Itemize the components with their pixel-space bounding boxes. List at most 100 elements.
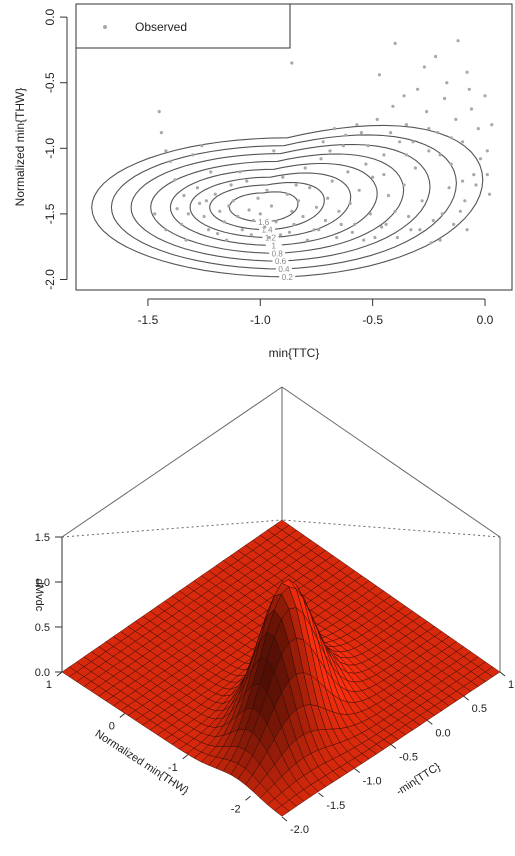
- observed-point: [436, 131, 440, 135]
- y3d-axis-label: -min{TTC}: [394, 761, 443, 799]
- observed-point: [355, 123, 359, 127]
- y-tick-label: -1.0: [43, 138, 57, 159]
- legend-label: Observed: [135, 20, 187, 34]
- observed-point: [431, 218, 435, 223]
- observed-point: [278, 233, 283, 237]
- observed-point: [377, 73, 381, 77]
- x3d-tick: [119, 713, 126, 718]
- contour-line: [169, 162, 378, 246]
- y3d-tick: [318, 792, 324, 798]
- observed-point: [456, 39, 460, 43]
- observed-point: [357, 188, 361, 192]
- observed-point: [353, 222, 357, 226]
- observed-point: [375, 117, 379, 121]
- observed-point: [359, 131, 363, 135]
- observed-point: [182, 193, 186, 198]
- x3d-tick-label: 0: [109, 720, 115, 732]
- observed-point: [467, 87, 471, 91]
- surface-3d-panel: 0.0 0.5 1.0 1.5 1 0 -1 -2 1.0 0.5 0.0 -0.5 -1.0 -1.5 -…: [33, 386, 515, 836]
- observed-point: [202, 214, 206, 219]
- surface-facet: [274, 805, 290, 817]
- observed-point: [463, 199, 467, 203]
- observed-point: [420, 199, 424, 203]
- contour-label: 1.6: [258, 218, 270, 227]
- y3d-tick-label: 1.0: [508, 679, 515, 691]
- contour-label: 0.8: [272, 249, 284, 258]
- z-tick-label: 1.0: [35, 577, 50, 589]
- y3d-tick: [390, 744, 397, 749]
- observed-point: [425, 110, 429, 114]
- observed-point: [382, 153, 386, 157]
- observed-point: [157, 110, 161, 114]
- plot-frame: [75, 3, 513, 291]
- observed-point: [380, 225, 384, 229]
- legend-marker: [103, 25, 107, 29]
- observed-point: [314, 205, 319, 209]
- observed-point: [393, 209, 397, 213]
- observed-point: [465, 228, 469, 232]
- density-contours: [91, 124, 484, 278]
- observed-point: [449, 136, 453, 140]
- observed-point: [301, 214, 305, 219]
- observed-point: [346, 170, 350, 174]
- x3d-tick-label: -1: [168, 762, 178, 774]
- observed-point: [328, 149, 332, 153]
- observed-point: [249, 233, 253, 237]
- observed-points: [153, 39, 494, 245]
- observed-point: [461, 140, 465, 144]
- contour-line: [209, 181, 325, 231]
- axes-3d: 0.0 0.5 1.0 1.5 1 0 -1 -2 1.0 0.5 0.0 -0.5 -1.0 -1.5 -…: [35, 532, 515, 836]
- observed-point: [443, 96, 447, 101]
- observed-point: [180, 222, 184, 226]
- observed-point: [209, 170, 213, 174]
- observed-point: [213, 192, 217, 196]
- observed-point: [458, 209, 462, 213]
- x-tick-label: -0.5: [362, 313, 383, 327]
- contour-label: 0.4: [278, 265, 290, 274]
- y-tick-label: 0.0: [43, 8, 57, 25]
- observed-point: [382, 173, 386, 177]
- observed-point: [438, 238, 442, 242]
- observed-point: [487, 192, 492, 196]
- observed-point: [231, 199, 235, 203]
- observed-point: [319, 157, 323, 161]
- observed-point: [173, 178, 177, 182]
- observed-point: [373, 235, 377, 240]
- observed-point: [326, 196, 330, 200]
- observed-point: [337, 209, 341, 213]
- observed-point: [427, 149, 431, 153]
- observed-point: [204, 199, 208, 203]
- contour-line: [130, 143, 431, 262]
- observed-point: [418, 228, 422, 232]
- observed-point: [434, 54, 438, 59]
- x3d-tick-label: -2: [231, 803, 241, 815]
- x3d-tick: [182, 754, 189, 760]
- observed-point: [391, 104, 395, 108]
- x-tick-label: -1.5: [138, 313, 159, 327]
- legend: Observed: [75, 3, 291, 49]
- legend-box: [75, 3, 291, 49]
- observed-point: [398, 140, 402, 144]
- observed-point: [265, 188, 269, 192]
- observed-point: [227, 204, 231, 208]
- observed-point: [305, 238, 310, 242]
- observed-point: [330, 179, 334, 183]
- observed-point: [411, 140, 415, 144]
- observed-point: [490, 123, 494, 127]
- observed-point: [229, 183, 233, 187]
- observed-point: [350, 230, 354, 234]
- observed-point: [281, 175, 285, 179]
- observed-point: [290, 209, 294, 213]
- y3d-tick-label: -1.0: [363, 776, 382, 788]
- surface-mesh: [61, 519, 501, 817]
- observed-point: [251, 218, 256, 223]
- observed-point: [186, 212, 190, 216]
- observed-point: [485, 149, 489, 153]
- observed-point: [200, 144, 204, 148]
- observed-point: [256, 196, 260, 200]
- observed-point: [245, 179, 249, 183]
- observed-point: [153, 212, 157, 216]
- observed-point: [308, 186, 312, 190]
- observed-point: [263, 225, 267, 229]
- observed-point: [371, 175, 375, 179]
